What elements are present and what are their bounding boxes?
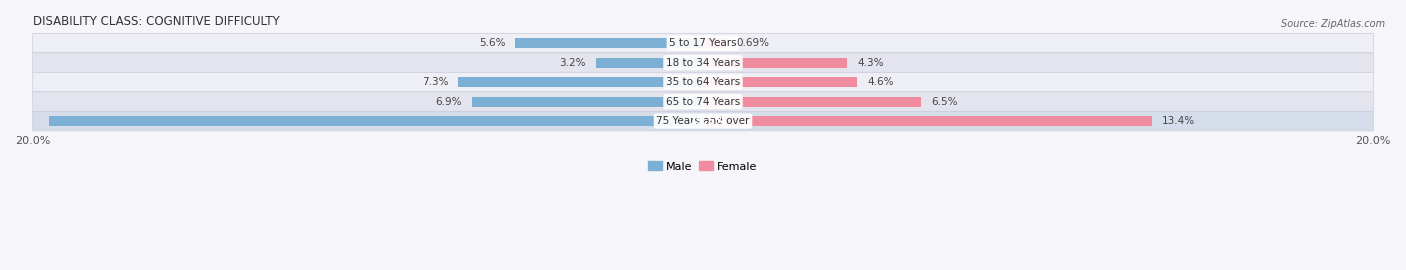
FancyBboxPatch shape	[32, 92, 1374, 111]
Bar	[596, 58, 703, 68]
Text: 6.5%: 6.5%	[931, 97, 957, 107]
Bar	[458, 77, 703, 87]
Text: 5 to 17 Years: 5 to 17 Years	[669, 38, 737, 48]
Text: 35 to 64 Years: 35 to 64 Years	[666, 77, 740, 87]
Text: 4.6%: 4.6%	[868, 77, 894, 87]
Bar	[472, 96, 703, 107]
Bar	[49, 116, 703, 126]
Legend: Male, Female: Male, Female	[644, 157, 762, 176]
FancyBboxPatch shape	[32, 111, 1374, 131]
Text: 7.3%: 7.3%	[422, 77, 449, 87]
Text: 19.5%: 19.5%	[689, 116, 725, 126]
Text: 0.69%: 0.69%	[737, 38, 769, 48]
Text: Source: ZipAtlas.com: Source: ZipAtlas.com	[1281, 19, 1385, 29]
FancyBboxPatch shape	[32, 53, 1374, 72]
Text: 5.6%: 5.6%	[479, 38, 505, 48]
Bar	[703, 77, 858, 87]
Bar	[703, 116, 1152, 126]
Text: 4.3%: 4.3%	[858, 58, 884, 68]
Text: 65 to 74 Years: 65 to 74 Years	[666, 97, 740, 107]
Bar	[703, 38, 725, 48]
Text: 6.9%: 6.9%	[436, 97, 461, 107]
Text: 75 Years and over: 75 Years and over	[657, 116, 749, 126]
Text: DISABILITY CLASS: COGNITIVE DIFFICULTY: DISABILITY CLASS: COGNITIVE DIFFICULTY	[32, 15, 280, 28]
Bar	[703, 96, 921, 107]
Text: 13.4%: 13.4%	[1163, 116, 1195, 126]
Text: 18 to 34 Years: 18 to 34 Years	[666, 58, 740, 68]
FancyBboxPatch shape	[32, 33, 1374, 53]
Text: 3.2%: 3.2%	[560, 58, 586, 68]
Bar	[516, 38, 703, 48]
FancyBboxPatch shape	[32, 72, 1374, 92]
Bar	[703, 58, 848, 68]
